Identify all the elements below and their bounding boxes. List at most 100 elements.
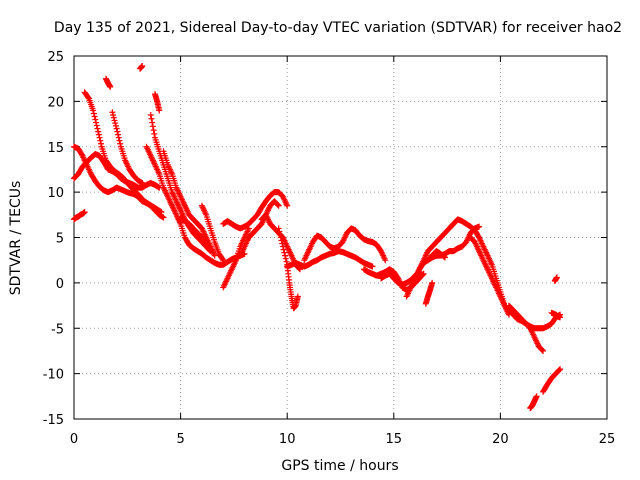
data-point (117, 140, 124, 147)
data-point (149, 123, 156, 130)
data-point (92, 116, 99, 123)
series-track-z (527, 393, 540, 412)
series-track-p (284, 248, 376, 270)
data-point (94, 125, 101, 132)
data-point (111, 117, 118, 124)
data-point (93, 122, 100, 129)
data-point (280, 246, 287, 253)
series-track-o (275, 225, 301, 312)
data-point (420, 270, 427, 277)
y-tick-label: 25 (47, 50, 64, 65)
data-point (553, 274, 560, 281)
data-point (96, 134, 103, 141)
data-point (279, 240, 286, 247)
data-point (114, 128, 121, 135)
data-point (109, 109, 116, 116)
data-point (533, 393, 540, 400)
data-point (540, 347, 547, 354)
data-point (281, 249, 288, 256)
data-point (274, 201, 281, 208)
data-point (277, 231, 284, 238)
series-track-c (71, 209, 88, 223)
series-track-v (422, 279, 436, 307)
plot-frame (73, 55, 608, 420)
series-track-i (177, 214, 214, 255)
series-track-h (160, 148, 218, 259)
data-point (294, 293, 301, 300)
data-point (139, 180, 146, 187)
data-point (93, 119, 100, 126)
data-point (557, 366, 564, 373)
data-point (419, 271, 426, 278)
data-point (115, 131, 122, 138)
series-track-q (301, 225, 389, 264)
y-tick-label: -5 (51, 322, 64, 337)
data-point (139, 62, 146, 69)
x-tick-label: 20 (492, 432, 509, 447)
y-tick-label: 0 (56, 277, 64, 292)
data-point (90, 110, 97, 117)
data-point (275, 202, 282, 209)
x-tick-label: 10 (279, 432, 296, 447)
data-point (279, 243, 286, 250)
data-point (148, 115, 155, 122)
y-tick-label: 15 (47, 141, 64, 156)
data-point (556, 366, 563, 373)
series-track-ad (102, 75, 114, 90)
data-point (441, 254, 448, 261)
data-point (158, 209, 165, 216)
x-tick-label: 0 (70, 432, 78, 447)
data-point (112, 120, 119, 127)
series-track-ae (137, 62, 146, 72)
data-point (207, 248, 214, 255)
data-point (219, 256, 226, 263)
series-track-y (505, 302, 547, 354)
data-point (95, 128, 102, 135)
data-point (382, 257, 389, 264)
data-point (275, 225, 282, 232)
data-point (115, 134, 122, 141)
data-point (277, 234, 284, 241)
data-point (85, 94, 92, 101)
x-tick-label: 5 (176, 432, 184, 447)
data-point (283, 258, 290, 265)
x-tick-label: 25 (599, 432, 616, 447)
data-point (110, 111, 117, 118)
data-point (91, 113, 98, 120)
series-track-j (198, 202, 227, 264)
data-point (156, 107, 163, 114)
data-point (90, 107, 97, 114)
data-point (245, 225, 252, 232)
data-point (113, 125, 120, 132)
series-track-ac (551, 274, 560, 285)
series-track-k (220, 189, 291, 232)
data-point (112, 122, 119, 129)
y-axis-title: SDTVAR / TECUs (8, 181, 24, 296)
y-tick-label: 5 (56, 232, 64, 247)
series-track-d (81, 89, 165, 216)
series-track-af (152, 91, 163, 114)
series-track-ab (548, 309, 564, 321)
data-point (116, 137, 123, 144)
data-point (150, 127, 157, 134)
data-point (476, 223, 483, 230)
axis-ticks: 0 5 10 15 20 25 -15 -10 -5 0 5 10 15 20 25 (43, 50, 616, 447)
data-point (429, 279, 436, 286)
data-point (97, 137, 104, 144)
data-point (149, 119, 156, 126)
data-point (151, 130, 158, 137)
data-point (95, 131, 102, 138)
data-point (276, 228, 283, 235)
y-tick-label: 20 (47, 95, 64, 110)
y-tick-label: 10 (47, 186, 64, 201)
data-point (160, 214, 167, 221)
data-point (211, 252, 218, 259)
x-axis-title: GPS time / hours (281, 458, 398, 474)
series-track-w (424, 248, 448, 264)
data-point (557, 314, 564, 321)
series-track-aa (540, 366, 564, 395)
data-point (282, 255, 289, 262)
data-point (284, 202, 291, 209)
data-point (369, 263, 376, 270)
